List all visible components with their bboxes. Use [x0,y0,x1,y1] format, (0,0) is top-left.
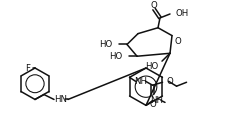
Text: HO: HO [145,62,158,70]
Text: O: O [167,77,173,86]
Text: F: F [25,64,30,72]
Text: O: O [151,1,157,10]
Text: NH: NH [150,96,164,105]
Text: HO: HO [99,40,112,49]
Text: O: O [149,100,156,109]
Text: HN: HN [55,95,67,104]
Text: NH: NH [134,77,147,86]
Text: OH: OH [176,10,189,18]
Text: HO: HO [109,52,122,61]
Text: O: O [175,37,181,46]
